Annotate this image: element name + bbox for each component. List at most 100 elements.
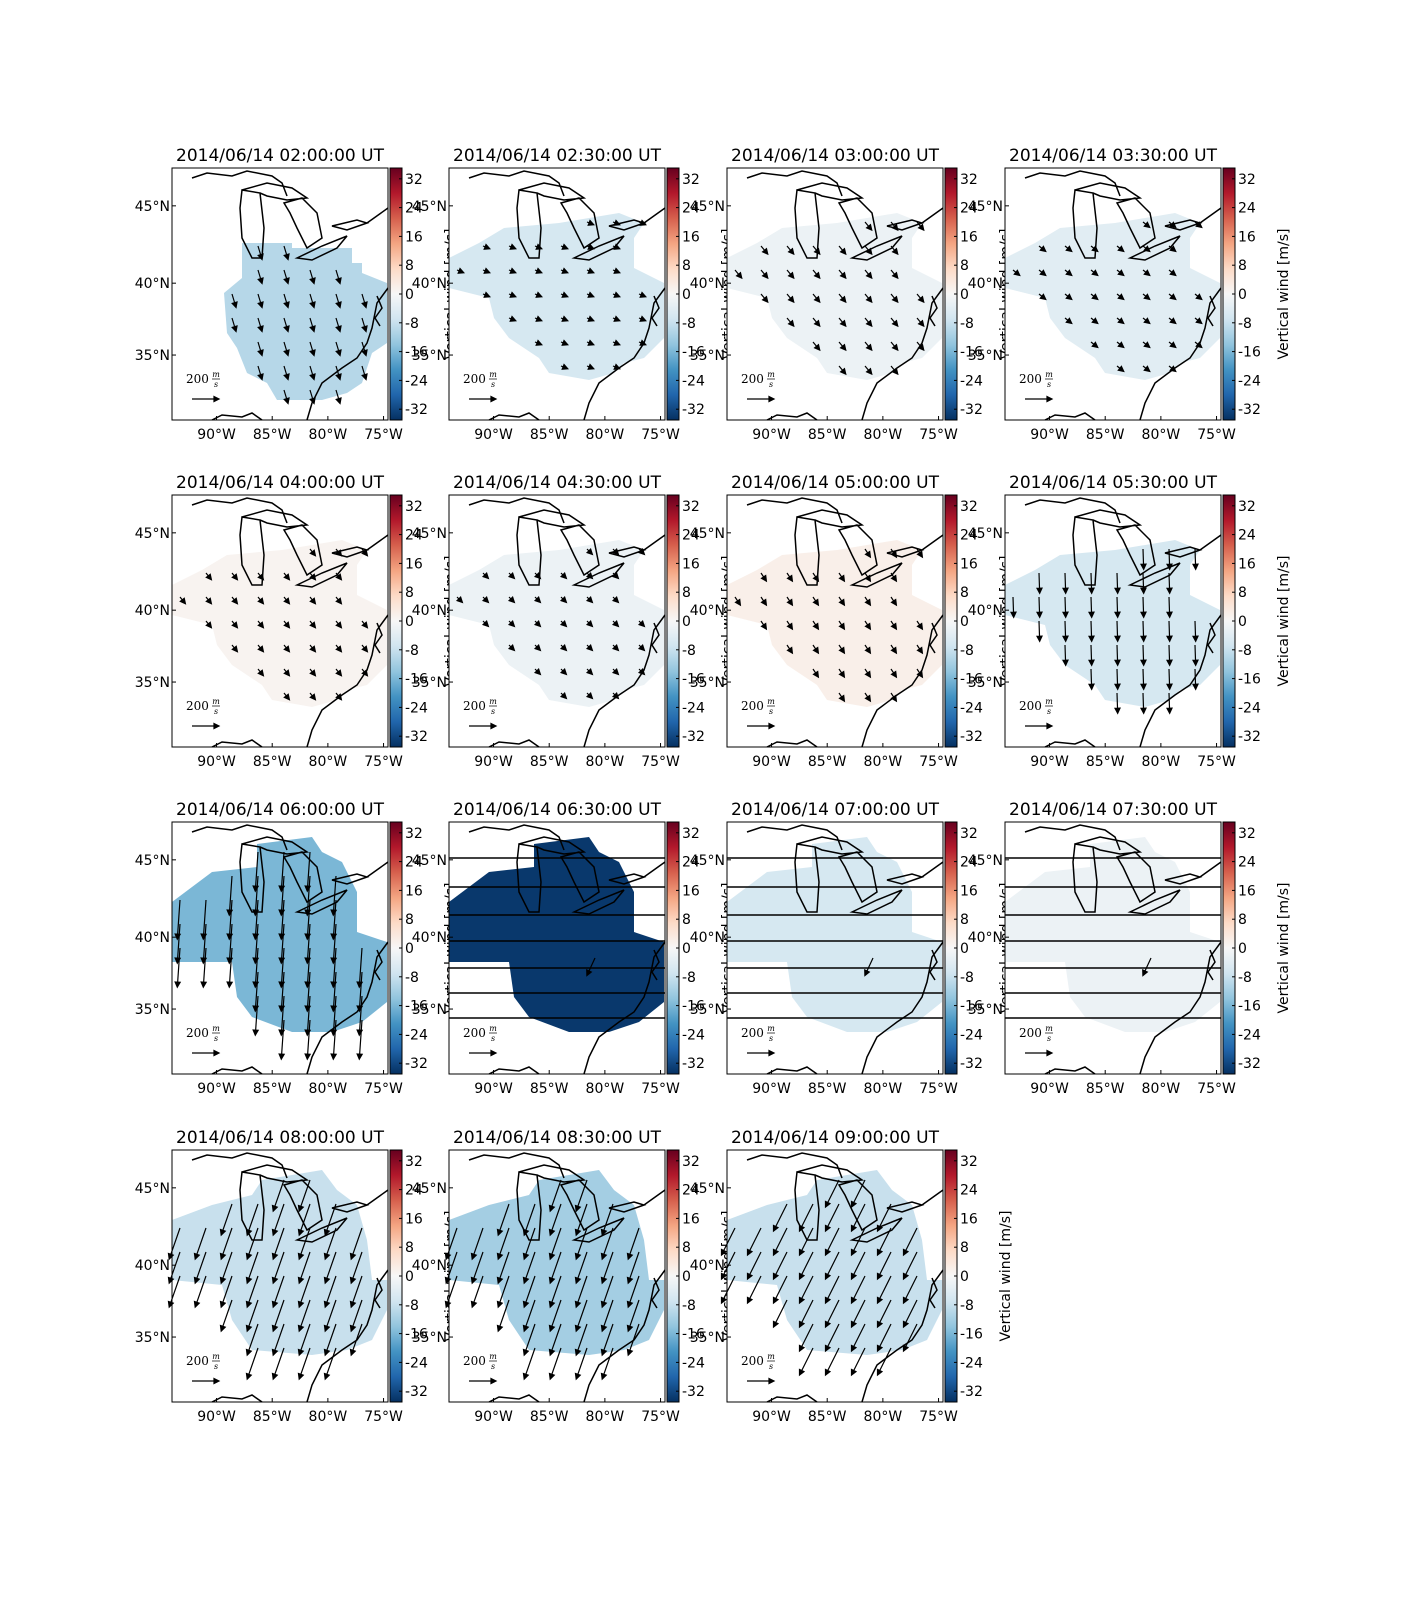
wind-vector (297, 1227, 311, 1261)
y-tick-label: 45°N (968, 526, 1003, 542)
colorbar-tick-label: -24 (405, 1355, 428, 1371)
colorbar-tick-label: -24 (682, 700, 705, 716)
quiver-key-value: 200 (463, 1026, 486, 1040)
quiver-key-value: 200 (1019, 699, 1042, 713)
x-tick-label: 75°W (641, 754, 680, 770)
wind-vector (349, 1227, 363, 1261)
quiver-key-arrow (192, 1049, 221, 1057)
x-tick-label: 85°W (808, 1081, 847, 1097)
wind-vector (902, 1227, 918, 1257)
wind-vector (786, 620, 794, 631)
y-tick-label: 35°N (135, 1330, 170, 1346)
wind-vector (1142, 221, 1151, 229)
map-frame (726, 1149, 944, 1403)
map-frame (171, 494, 389, 748)
colorbar-tick-label: 16 (405, 229, 423, 245)
wind-vector (1088, 596, 1095, 619)
wind-vector (361, 293, 368, 309)
wind-vector (309, 620, 317, 629)
quiver-key-value: 200 (463, 372, 486, 386)
wind-vector (772, 1275, 788, 1305)
wind-vector (585, 691, 594, 700)
wind-vector (890, 293, 899, 304)
quiver-key-value: 200 (186, 1026, 209, 1040)
wind-vector (574, 1323, 588, 1357)
vertical-wind-field (1005, 213, 1220, 380)
wind-vector (586, 957, 596, 977)
wind-vector (560, 363, 569, 370)
wind-vector (838, 596, 846, 607)
colorbar-tick-label: 32 (1238, 499, 1256, 515)
y-tick-label: 40°N (412, 276, 447, 292)
wind-vector (167, 1227, 181, 1261)
quiver-key-unit-num: m (212, 1352, 220, 1361)
y-tick-label: 40°N (690, 603, 725, 619)
x-tick-label: 85°W (253, 1081, 292, 1097)
panel-title: 2014/06/14 08:30:00 UT (453, 1128, 662, 1148)
panel-title: 2014/06/14 07:00:00 UT (731, 800, 940, 820)
wind-vector (611, 547, 620, 556)
panel: 200 ms 2014/06/14 07:30:00 UT 90°W 85°W 80°W 7… (968, 800, 1292, 1097)
wind-vector (1064, 245, 1073, 253)
colorbar-tick-label: -32 (960, 1056, 983, 1072)
quiver-key-unit-num: m (767, 1024, 775, 1033)
panel: 200 ms 2014/06/14 06:00:00 UT 90°W 85°W 80°W 7… (135, 800, 459, 1097)
y-tick-label: 35°N (135, 675, 170, 691)
wind-vector (304, 1019, 312, 1061)
wind-vector (850, 1179, 866, 1209)
wind-vector (456, 267, 465, 274)
colorbar-tick-label: 32 (405, 826, 423, 842)
wind-vector (734, 596, 742, 607)
panel: 200 ms 2014/06/14 05:30:00 UT 90°W 85°W 80°W 7… (968, 473, 1292, 770)
colorbar-tick-label: 24 (405, 855, 423, 871)
x-tick-label: 80°W (586, 1409, 625, 1425)
wind-vector (760, 269, 769, 280)
x-tick-label: 80°W (1142, 1081, 1181, 1097)
wind-vector (864, 317, 873, 328)
wind-vector (786, 644, 794, 655)
wind-vector (309, 317, 316, 333)
wind-vector (812, 620, 820, 631)
wind-vector (864, 957, 874, 977)
wind-vector (283, 269, 290, 285)
wind-vector (297, 1275, 311, 1309)
wind-vector (600, 1275, 614, 1309)
wind-vector (323, 1299, 337, 1333)
wind-vector (746, 1227, 762, 1257)
wind-vector (559, 691, 568, 700)
wind-vector (1168, 317, 1177, 325)
colorbar-tick-label: 8 (682, 1240, 691, 1256)
colorbar-tick-label: 8 (1238, 585, 1247, 601)
wind-vector (559, 619, 568, 628)
wind-vector (838, 293, 847, 304)
colorbar-tick-label: -8 (682, 316, 696, 332)
wind-vector (586, 219, 595, 226)
colorbar-tick-label: 24 (405, 528, 423, 544)
vertical-wind-field (449, 540, 664, 707)
colorbar-tick-label: 32 (405, 172, 423, 188)
colorbar-tick-label: 8 (405, 258, 414, 274)
y-tick-label: 35°N (968, 1002, 1003, 1018)
wind-vector (1064, 317, 1073, 325)
quiver-key-unit-num: m (767, 1352, 775, 1361)
x-tick-label: 75°W (641, 427, 680, 443)
y-tick-label: 40°N (135, 930, 170, 946)
wind-vector (335, 668, 343, 677)
map-frame (726, 494, 944, 748)
quiver-key-value: 200 (741, 699, 764, 713)
colorbar-tick-label: 32 (1238, 826, 1256, 842)
y-tick-label: 45°N (690, 526, 725, 542)
colorbar-tick-label: 16 (1238, 883, 1256, 899)
colorbar-tick-label: -24 (682, 373, 705, 389)
quiver-key-unit-den: s (1047, 707, 1051, 716)
wind-vector (574, 1203, 588, 1237)
wind-vector (1142, 293, 1151, 301)
quiver-key-arrow (1025, 395, 1054, 403)
quiver-key-unit-num: m (212, 370, 220, 379)
wind-vector (798, 1347, 814, 1377)
wind-vector (257, 668, 265, 677)
wind-vector (297, 1323, 311, 1357)
wind-vector (1062, 596, 1069, 619)
x-tick-label: 90°W (197, 1409, 236, 1425)
vertical-wind-field (727, 213, 942, 380)
